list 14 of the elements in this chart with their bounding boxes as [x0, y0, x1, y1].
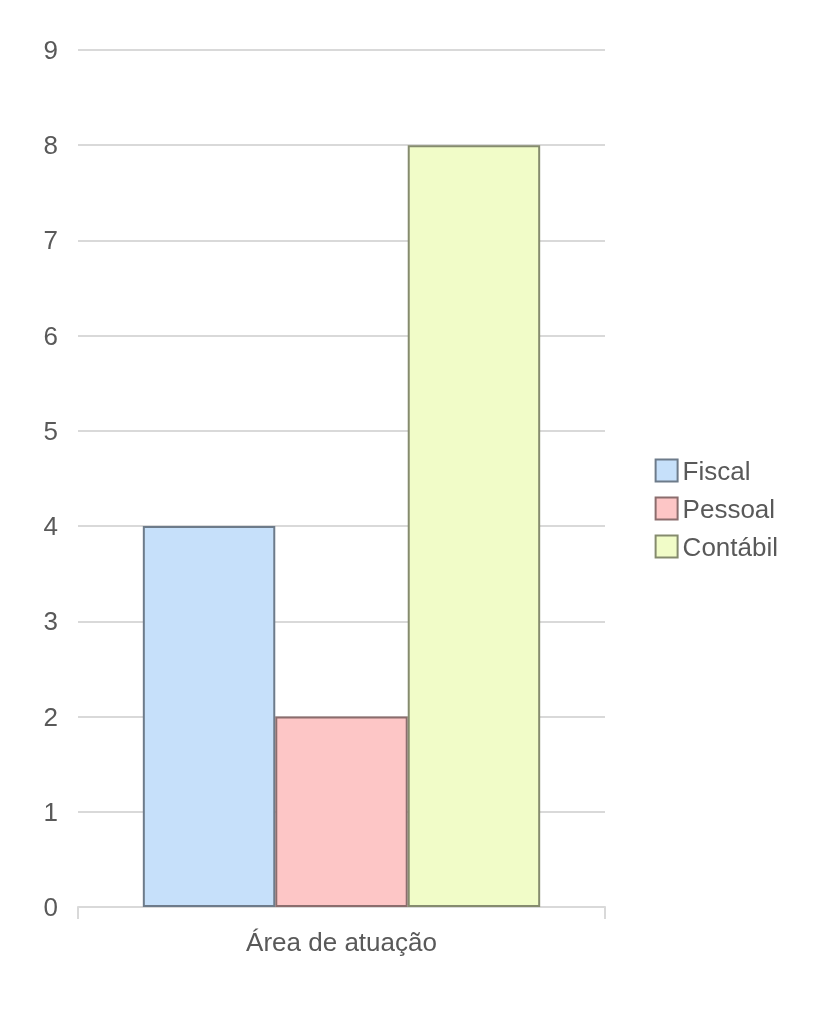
x-axis-title: Área de atuação — [246, 927, 437, 957]
y-tick-label: 5 — [43, 415, 58, 446]
legend-label: Fiscal — [682, 455, 751, 486]
y-tick-label: 7 — [43, 225, 58, 256]
y-tick-label: 0 — [43, 892, 58, 922]
y-tick-label: 4 — [43, 511, 58, 542]
y-tick-label: 9 — [43, 35, 58, 65]
y-tick-label: 3 — [43, 606, 58, 637]
y-tick-label: 8 — [43, 130, 58, 161]
legend-label: Contábil — [682, 531, 779, 562]
y-tick-label: 2 — [43, 701, 58, 732]
y-tick-label: 6 — [43, 320, 58, 351]
legend-label: Pessoal — [682, 493, 776, 524]
y-tick-label: 1 — [43, 796, 58, 827]
